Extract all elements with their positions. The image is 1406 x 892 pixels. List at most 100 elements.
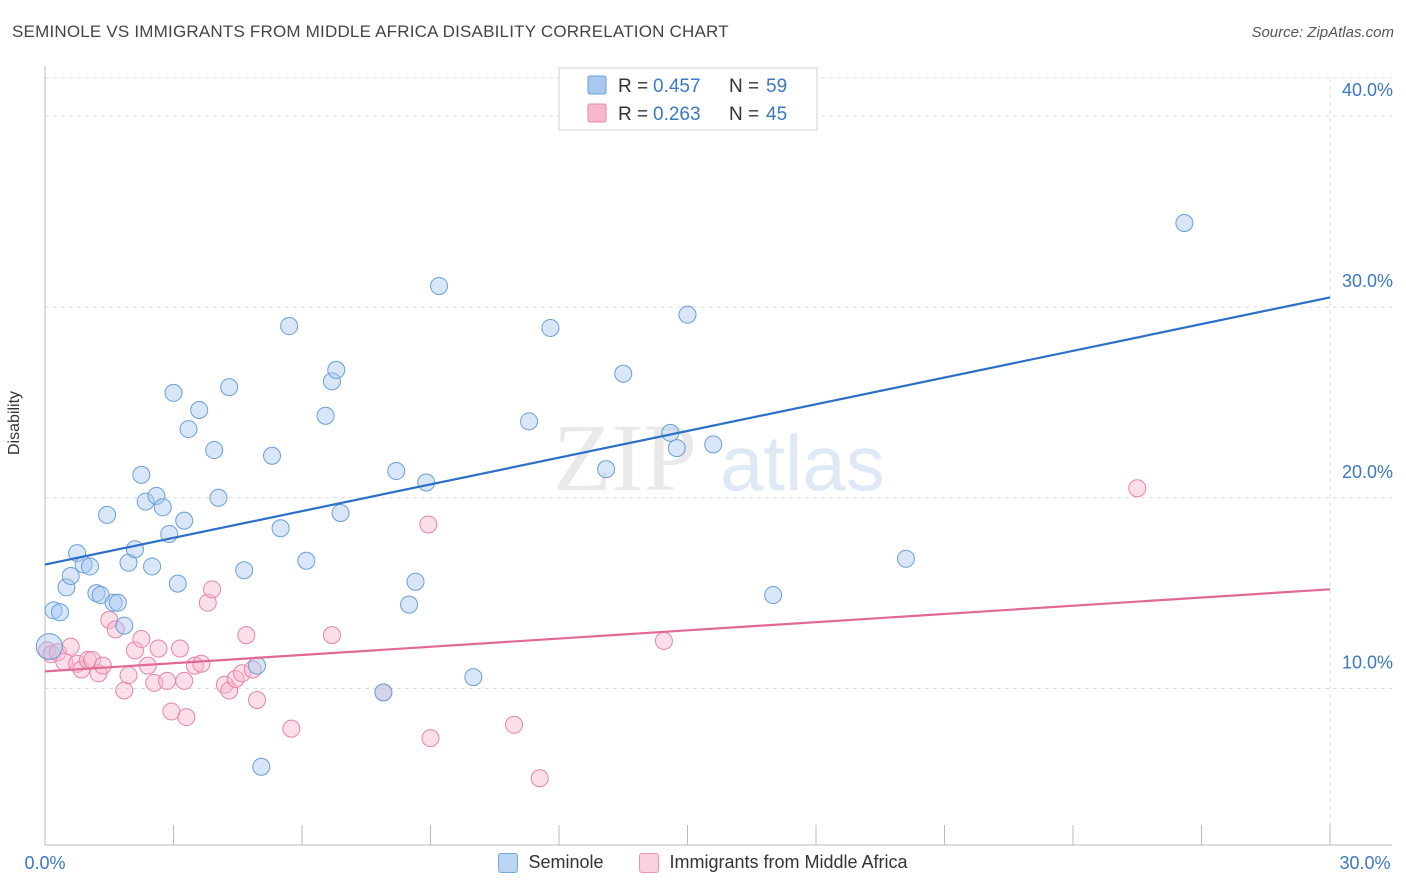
seminole-point [164, 383, 183, 402]
legend-label-immigrants: Immigrants from Middle Africa [669, 852, 908, 872]
y-tick-label: 20.0% [1342, 462, 1393, 482]
immigrants-point [61, 637, 80, 656]
immigrants-point [237, 626, 256, 645]
legend-swatch-immigrants-bottom [639, 852, 660, 873]
seminole-point [168, 574, 187, 593]
legend-r-value-immigrants: 0.263 [653, 104, 701, 125]
immigrants-point [198, 593, 217, 612]
immigrants-point [233, 664, 252, 683]
seminole-point [678, 305, 697, 324]
seminole-point [327, 360, 346, 379]
seminole-point [764, 586, 783, 605]
immigrants-point [530, 769, 549, 788]
seminole-point [35, 633, 63, 661]
seminole-point [263, 446, 282, 465]
y-tick-label: 30.0% [1342, 271, 1393, 291]
immigrants-point [115, 681, 134, 700]
seminole-points [35, 214, 1194, 776]
seminole-point [57, 578, 76, 597]
trend-lines [44, 296, 1331, 673]
legend-swatch-immigrants [587, 103, 607, 123]
seminole-point [248, 656, 267, 675]
immigrants-point [119, 666, 138, 685]
immigrants-point [162, 702, 181, 721]
seminole-point [209, 488, 228, 507]
seminole-point [132, 465, 151, 484]
immigrants-point [419, 515, 438, 534]
correlation-legend: R = 0.457 N = 59 R = 0.263 N = 45 [558, 67, 818, 131]
seminole-point [464, 668, 483, 687]
seminole-point [190, 400, 209, 419]
seminole-point [374, 683, 393, 702]
legend-n-value-immigrants: 45 [766, 104, 787, 125]
seminole-point [147, 486, 166, 505]
immigrants-point [125, 641, 144, 660]
immigrants-point [158, 671, 177, 690]
seminole-point [614, 364, 633, 383]
immigrants-points [38, 479, 1147, 788]
watermark-atlas: atlas [720, 419, 885, 507]
legend-swatch-seminole-bottom [498, 852, 519, 873]
seminole-point [704, 435, 723, 454]
immigrants-point [93, 656, 112, 675]
seminole-point [896, 549, 915, 568]
legend-n-value-seminole: 59 [766, 76, 787, 97]
immigrants-point [170, 639, 189, 658]
seminole-point [175, 511, 194, 530]
series-legend: Seminole Immigrants from Middle Africa [0, 852, 1406, 873]
y-tick-label: 40.0% [1342, 80, 1393, 100]
seminole-point [104, 593, 123, 612]
seminole-point [430, 276, 449, 295]
seminole-point [205, 441, 224, 460]
x-tick-label: 0.0% [24, 853, 65, 873]
immigrants-point [177, 708, 196, 727]
immigrants-point [421, 729, 440, 748]
seminole-point [297, 551, 316, 570]
tick-labels: 10.0% 20.0% 30.0% 40.0% 0.0% 30.0% [24, 80, 1393, 873]
immigrants-point [282, 719, 301, 738]
seminole-point [179, 420, 198, 439]
legend-n-label-immigrants: N = [729, 104, 759, 125]
immigrants-point [175, 671, 194, 690]
y-tick-label: 10.0% [1342, 653, 1393, 673]
legend-n-label-seminole: N = [729, 76, 759, 97]
legend-r-value-seminole: 0.457 [653, 76, 701, 97]
gridlines [45, 77, 1392, 845]
x-tick-label: 30.0% [1339, 853, 1390, 873]
seminole-point [280, 317, 299, 336]
seminole-point [1175, 214, 1194, 233]
seminole-point [316, 406, 335, 425]
legend-label-seminole: Seminole [528, 852, 604, 872]
watermark-zip: ZIP [553, 404, 697, 511]
immigrants-point [132, 629, 151, 648]
immigrants-point [220, 681, 239, 700]
legend-r-label-seminole: R = [618, 76, 648, 97]
seminole-point [44, 601, 63, 620]
chart-title: SEMINOLE VS IMMIGRANTS FROM MIDDLE AFRIC… [12, 22, 729, 41]
seminole-point [220, 378, 239, 397]
seminole-trend-line [44, 296, 1331, 566]
immigrants-point [654, 631, 673, 650]
legend-item-seminole: Seminole [498, 852, 603, 873]
seminole-point [667, 439, 686, 458]
seminole-point [143, 557, 162, 576]
seminole-point [50, 603, 69, 622]
immigrants-point [248, 690, 267, 709]
seminole-point [125, 540, 144, 559]
immigrants-trend-line [44, 588, 1331, 673]
y-axis-label: Disability [6, 390, 23, 455]
legend-r-label-immigrants: R = [618, 104, 648, 125]
seminole-point [235, 561, 254, 580]
legend-item-immigrants: Immigrants from Middle Africa [639, 852, 908, 873]
source-label: Source: ZipAtlas.com [1251, 24, 1394, 41]
seminole-point [271, 519, 290, 538]
seminole-point [387, 462, 406, 481]
immigrants-point [322, 626, 341, 645]
axes [44, 66, 1392, 846]
seminole-point [406, 572, 425, 591]
immigrants-point [505, 715, 524, 734]
seminole-point [520, 412, 539, 431]
legend-swatch-seminole [587, 75, 607, 95]
immigrants-point [149, 639, 168, 658]
